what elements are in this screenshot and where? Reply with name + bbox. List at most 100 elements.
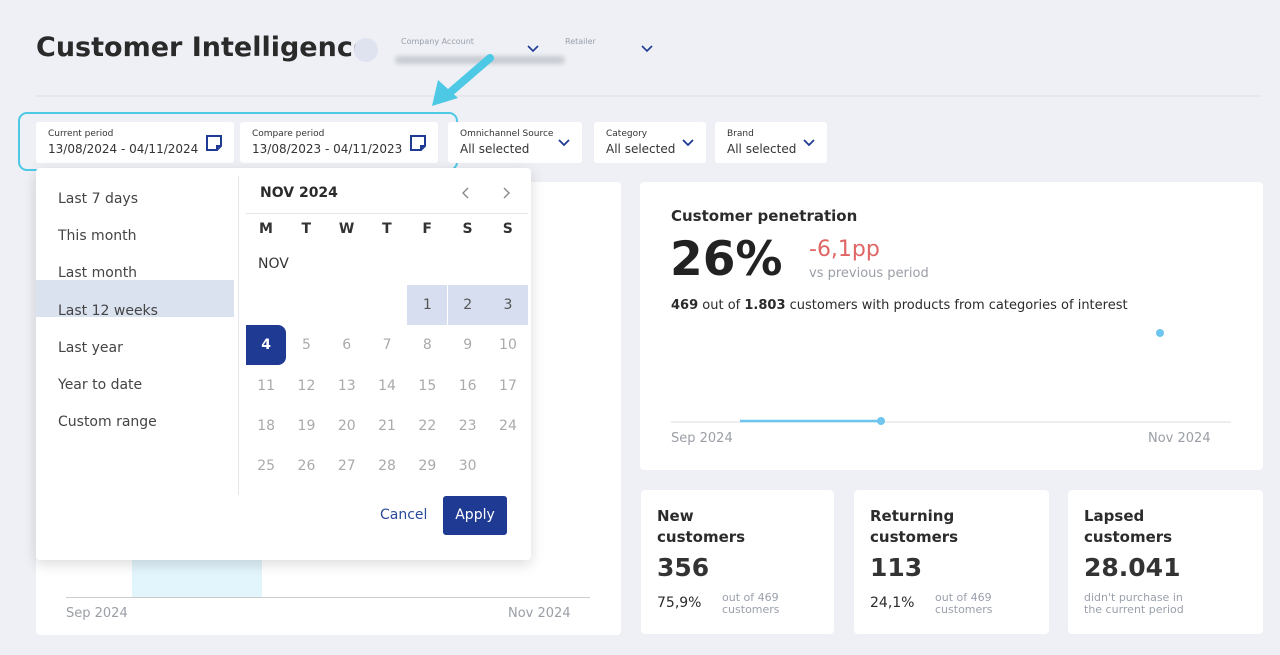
x-label: Nov 2024: [1148, 431, 1211, 446]
weekday: M: [259, 221, 273, 237]
calendar-day[interactable]: 7: [382, 337, 392, 354]
calendar-day[interactable]: 5: [301, 337, 311, 354]
calendar-day[interactable]: 6: [342, 337, 352, 354]
kpi-delta: -6,1pp: [809, 237, 880, 262]
filter-icon: [803, 139, 815, 147]
total: 1.803: [744, 298, 786, 313]
filter-icon: [558, 139, 570, 147]
filter-value: 13/08/2023 - 04/11/2023: [252, 142, 403, 156]
card-note: the current period: [1084, 603, 1184, 616]
card-note: out of 469: [722, 591, 779, 604]
weekday: S: [462, 221, 473, 237]
card-title: Lapsed: [1084, 507, 1145, 525]
preset-option[interactable]: Last 7 days: [58, 191, 139, 207]
calendar-day[interactable]: 26: [297, 458, 316, 475]
calendar-day[interactable]: 9: [463, 337, 473, 354]
filter-icon: [206, 135, 222, 151]
calendar-day[interactable]: 1: [407, 285, 448, 325]
calendar-day[interactable]: 19: [297, 417, 316, 434]
filter[interactable]: Current period 13/08/2024 - 04/11/2024: [36, 122, 234, 163]
calendar-day[interactable]: 28: [378, 458, 396, 475]
calendar-day[interactable]: 27: [337, 458, 356, 475]
blurred-value: [395, 56, 565, 64]
filter[interactable]: Omnichannel Source All selected: [448, 122, 582, 163]
filter-label: Current period: [48, 129, 114, 139]
delta-note: vs previous period: [809, 266, 929, 281]
x-label: Sep 2024: [671, 431, 733, 446]
cancel-button[interactable]: Cancel: [380, 507, 428, 523]
card-title: New: [657, 507, 694, 525]
calendar-day[interactable]: 15: [418, 377, 437, 394]
weekday: T: [382, 221, 392, 237]
calendar-day[interactable]: 3: [487, 285, 529, 325]
preset-option[interactable]: This month: [58, 228, 137, 245]
calendar-day[interactable]: 18: [257, 417, 276, 434]
filter-value: All selected: [727, 142, 797, 156]
card-note: customers: [722, 603, 780, 616]
preset-option[interactable]: Custom range: [58, 414, 157, 431]
card-value: 113: [870, 553, 923, 582]
filter-value: All selected: [606, 142, 676, 156]
filter-value: 13/08/2024 - 04/11/2024: [48, 142, 199, 156]
weekday: S: [502, 221, 513, 237]
filter-icon: [682, 139, 694, 147]
card-percent: 24,1%: [870, 595, 915, 611]
card-title: customers: [1084, 528, 1173, 546]
x-label: Nov 2024: [508, 606, 571, 621]
date-picker: Last 7 days This month Last month Last 12 w…: [36, 168, 531, 560]
apply-button[interactable]: Apply: [443, 496, 507, 535]
card-value: 28.041: [1084, 553, 1181, 582]
preset-option[interactable]: Last 12 weeks: [58, 302, 158, 319]
calendar-day[interactable]: 17: [499, 377, 517, 394]
calendar-day[interactable]: 2: [447, 285, 488, 325]
calendar-day[interactable]: 24: [499, 417, 517, 434]
filter[interactable]: Brand All selected: [715, 122, 827, 163]
filter-value: All selected: [460, 142, 530, 156]
preset-option[interactable]: Last year: [58, 339, 123, 356]
calendar-month: NOV 2024: [260, 185, 338, 201]
calendar-day[interactable]: 30: [458, 458, 477, 475]
kpi-value: 26%: [670, 232, 783, 287]
calendar-day[interactable]: 16: [458, 377, 477, 394]
calendar-day[interactable]: 22: [418, 417, 437, 434]
text: customers with products from categories …: [789, 298, 1128, 313]
info-icon[interactable]: [354, 38, 378, 62]
calendar-day[interactable]: 20: [337, 417, 356, 434]
calendar-day[interactable]: 29: [418, 458, 437, 475]
calendar-day[interactable]: 21: [378, 417, 396, 434]
calendar-day[interactable]: 11: [257, 377, 276, 394]
penetration-card: Customer penetration 26% -6,1pp vs previ…: [640, 182, 1263, 470]
calendar-day[interactable]: 4: [246, 325, 287, 366]
card-title: customers: [657, 528, 746, 546]
card-title: customers: [870, 528, 959, 546]
filter-label: Category: [606, 129, 648, 139]
month-nav[interactable]: [460, 186, 512, 200]
filter-icon: [410, 135, 426, 151]
calendar-day[interactable]: 25: [257, 458, 276, 475]
retailer-label: Retailer: [565, 37, 596, 46]
filter[interactable]: Category All selected: [594, 122, 706, 163]
calendar-day[interactable]: 13: [337, 377, 356, 394]
calendar-day[interactable]: 23: [458, 417, 477, 434]
text: out of: [702, 298, 741, 313]
calendar-day[interactable]: 8: [422, 337, 432, 354]
card-title: Customer penetration: [671, 207, 858, 225]
card-note: didn't purchase in: [1084, 591, 1183, 604]
calendar-day[interactable]: 14: [378, 377, 396, 394]
metric-card: New customers 356 75,9% out of 469 customers: [641, 490, 834, 634]
preset-option[interactable]: Year to date: [58, 377, 143, 393]
page-title: Customer Intelligence: [36, 32, 372, 63]
filter[interactable]: Compare period 13/08/2023 - 04/11/2023: [240, 122, 438, 163]
metric-card: Returning customers 113 24,1% out of 469 cust…: [854, 490, 1049, 634]
card-note: out of 469: [935, 591, 992, 604]
sparkline: [671, 329, 1231, 425]
card-value: 356: [657, 553, 710, 582]
calendar-day[interactable]: 12: [297, 377, 316, 394]
filter-label: Omnichannel Source: [460, 129, 554, 139]
company-label: Company Account: [401, 37, 474, 46]
filter-label: Brand: [727, 129, 754, 139]
calendar-day[interactable]: 10: [499, 337, 517, 354]
preset-option[interactable]: Last month: [58, 265, 138, 282]
preset-selected-bg: [36, 279, 234, 317]
